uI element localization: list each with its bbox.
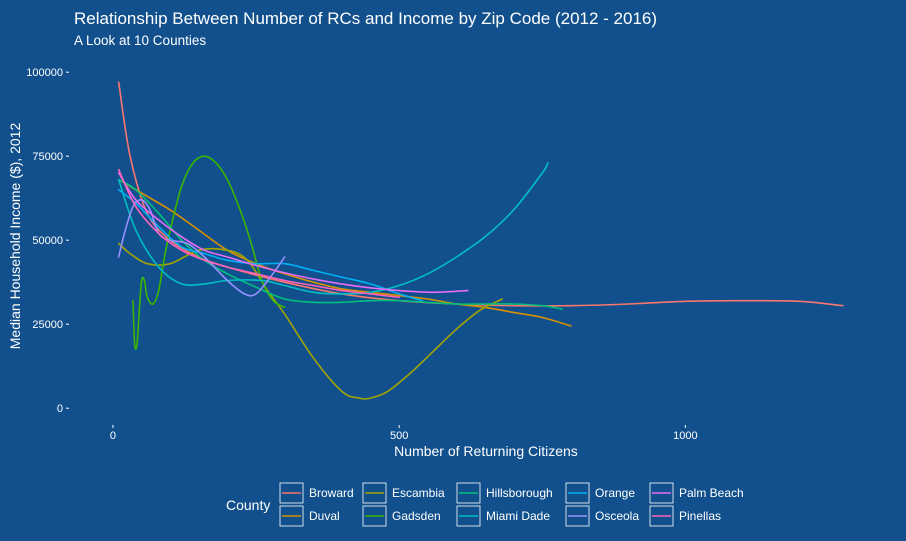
y-tick-label: 100000 <box>26 67 63 79</box>
legend-label-escambia: Escambia <box>392 486 445 500</box>
chart-title: Relationship Between Number of RCs and I… <box>74 9 657 28</box>
series-line-broward <box>117 81 844 307</box>
series-line-osceola <box>117 198 286 297</box>
series-line-duval <box>117 178 572 327</box>
axis-ticks: 0 25000 50000 75000 100000 0 500 1000 <box>26 67 697 442</box>
legend-label-duval: Duval <box>309 509 340 523</box>
series-line-hillsborough <box>117 178 564 310</box>
legend-label-gadsden: Gadsden <box>392 509 441 523</box>
x-axis-title: Number of Returning Citizens <box>394 443 578 459</box>
y-axis-title: Median Household Income ($), 2012 <box>7 123 23 350</box>
series-line-palm-beach <box>117 172 469 294</box>
legend-label-palm-beach: Palm Beach <box>679 486 744 500</box>
y-tick-label: 75000 <box>32 151 63 163</box>
legend-label-miami-dade: Miami Dade <box>486 509 550 523</box>
series-lines <box>117 81 844 400</box>
legend-title: County <box>226 497 270 513</box>
legend-label-pinellas: Pinellas <box>679 509 721 523</box>
series-line-orange <box>117 189 423 302</box>
series-line-escambia <box>117 242 503 400</box>
legend: Broward Duval Escambia Gadsden Hillsborough M… <box>279 482 744 527</box>
legend-label-orange: Orange <box>595 486 635 500</box>
legend-label-broward: Broward <box>309 486 354 500</box>
series-line-gadsden <box>132 155 286 351</box>
series-line-miami-dade <box>117 162 549 295</box>
legend-label-hillsborough: Hillsborough <box>486 486 553 500</box>
series-line-pinellas <box>117 168 400 299</box>
y-tick-label: 0 <box>57 403 63 415</box>
x-tick-label: 500 <box>390 430 408 442</box>
y-tick-label: 25000 <box>32 319 63 331</box>
chart-subtitle: A Look at 10 Counties <box>74 33 206 48</box>
y-tick-label: 50000 <box>32 235 63 247</box>
x-tick-label: 1000 <box>673 430 697 442</box>
x-tick-label: 0 <box>110 430 116 442</box>
legend-label-osceola: Osceola <box>595 509 639 523</box>
